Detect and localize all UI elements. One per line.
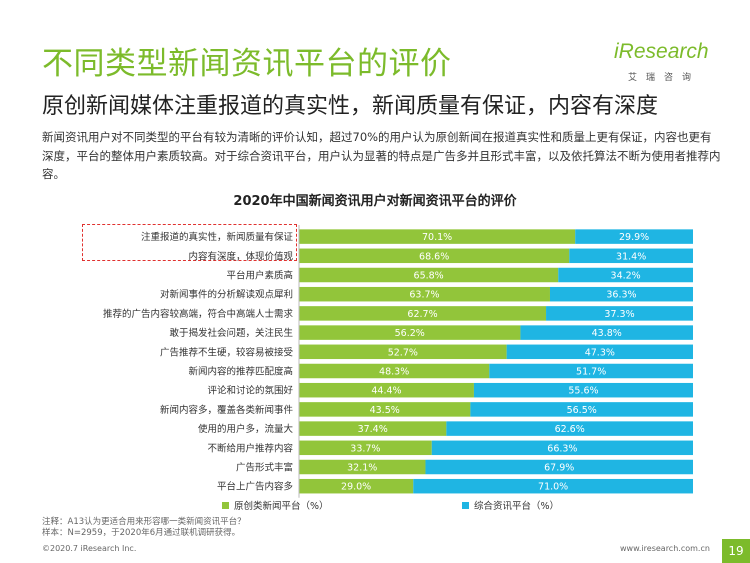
data-label: 44.4% xyxy=(371,386,401,397)
page-title: 不同类型新闻资讯平台的评价 xyxy=(42,46,452,82)
category-label: 不断给用户推荐内容 xyxy=(207,442,293,454)
data-label: 68.6% xyxy=(419,251,449,262)
data-label: 63.7% xyxy=(409,290,439,301)
bar-segment xyxy=(299,440,432,456)
bar-segment xyxy=(413,478,693,494)
bar-segment xyxy=(299,421,447,436)
bar-segment xyxy=(299,248,570,264)
bar-segment xyxy=(299,344,507,360)
data-label: 37.3% xyxy=(604,309,634,320)
bar-segment xyxy=(299,325,521,340)
data-label: 71.0% xyxy=(538,482,568,493)
bar-segment xyxy=(470,402,693,417)
data-label: 37.4% xyxy=(358,424,388,435)
category-label: 新闻内容多，覆盖各类新闻事件 xyxy=(160,404,294,416)
logo-text: iResearch xyxy=(614,40,709,63)
bar-segment xyxy=(506,344,693,360)
category-label: 广告推荐不生硬，较容易被接受 xyxy=(160,346,293,358)
legend-swatch xyxy=(462,502,469,509)
category-label: 平台上广告内容多 xyxy=(217,481,293,493)
legend-label: 原创类新闻平台（%） xyxy=(234,500,329,512)
note-line-2: 样本：N=2959，于2020年6月通过联机调研获得。 xyxy=(42,528,241,538)
copyright: ©2020.7 iResearch Inc. xyxy=(42,544,137,553)
page-subtitle: 原创新闻媒体注重报道的真实性，新闻质量有保证，内容有深度 xyxy=(42,94,659,119)
data-label: 52.7% xyxy=(388,347,418,358)
data-label: 66.3% xyxy=(547,443,577,454)
category-label: 推荐的广告内容较高端，符合中高端人士需求 xyxy=(103,308,294,320)
data-label: 32.1% xyxy=(347,463,377,474)
data-label: 62.7% xyxy=(407,309,437,320)
page-number: 19 xyxy=(722,539,750,563)
bar-segment xyxy=(569,248,693,264)
data-label: 67.9% xyxy=(544,463,574,474)
data-label: 62.6% xyxy=(555,424,585,435)
bar-segment xyxy=(299,286,550,302)
bar-segment xyxy=(558,267,693,283)
footer-note: 注释：A13认为更适合用来形容哪一类新闻资讯平台？ 样本：N=2959，于202… xyxy=(42,517,246,539)
category-label: 敢于揭发社会问题，关注民生 xyxy=(169,327,293,339)
bar-segment xyxy=(489,363,693,379)
bar-segment xyxy=(546,306,693,321)
legend-swatch xyxy=(222,502,229,509)
data-label: 33.7% xyxy=(350,443,380,454)
data-label: 31.4% xyxy=(616,251,646,262)
data-label: 29.9% xyxy=(619,232,649,243)
chart-title: 2020年中国新闻资讯用户对新闻资讯平台的评价 xyxy=(233,194,517,209)
bar-segment xyxy=(299,478,414,494)
data-label: 29.0% xyxy=(341,482,371,493)
data-label: 65.8% xyxy=(414,271,444,282)
bar-segment xyxy=(473,382,693,398)
bar-segment xyxy=(299,229,576,244)
data-label: 48.3% xyxy=(379,367,409,378)
bar-segment xyxy=(431,440,693,456)
category-label: 注重报道的真实性，新闻质量有保证 xyxy=(141,231,294,243)
category-label: 新闻内容的推荐匹配度高 xyxy=(188,366,293,378)
note-line-1: 注释：A13认为更适合用来形容哪一类新闻资讯平台？ xyxy=(42,517,246,527)
bar-segment xyxy=(299,267,559,283)
logo-subtext: 艾瑞咨询 xyxy=(628,73,701,83)
bar-segment xyxy=(425,459,693,475)
data-label: 56.2% xyxy=(395,328,425,339)
legend-label: 综合资讯平台（%） xyxy=(474,500,559,512)
bar-segment xyxy=(299,306,547,321)
bar-segment xyxy=(520,325,693,340)
data-label: 55.6% xyxy=(568,386,598,397)
bar-segment xyxy=(299,382,474,398)
website-link[interactable]: www.iresearch.com.cn xyxy=(620,544,710,553)
bar-segment xyxy=(299,402,471,417)
category-label: 广告形式丰富 xyxy=(236,462,293,474)
data-label: 51.7% xyxy=(576,367,606,378)
bar-segment xyxy=(299,459,426,475)
category-label: 使用的用户多，流量大 xyxy=(198,423,294,435)
data-label: 47.3% xyxy=(585,347,615,358)
data-label: 43.8% xyxy=(592,328,622,339)
data-label: 70.1% xyxy=(422,232,452,243)
iresearch-logo: iResearch 艾瑞咨询 xyxy=(608,40,728,86)
category-label: 平台用户素质高 xyxy=(226,270,293,282)
data-label: 56.5% xyxy=(567,405,597,416)
description-text: 新闻资讯用户对不同类型的平台有较为清晰的评价认知，超过70%的用户认为原创新闻在… xyxy=(42,130,721,181)
highlight-box xyxy=(82,224,297,261)
data-label: 43.5% xyxy=(370,405,400,416)
bar-segment xyxy=(549,286,693,302)
category-label: 对新闻事件的分析解读观点犀利 xyxy=(160,289,293,301)
bar-segment xyxy=(575,229,693,244)
bar-segment xyxy=(299,363,490,379)
category-label: 评论和讨论的氛围好 xyxy=(207,385,293,397)
bar-segment xyxy=(446,421,693,436)
category-label: 内容有深度，体现价值观 xyxy=(188,250,293,262)
data-label: 36.3% xyxy=(606,290,636,301)
data-label: 34.2% xyxy=(611,271,641,282)
